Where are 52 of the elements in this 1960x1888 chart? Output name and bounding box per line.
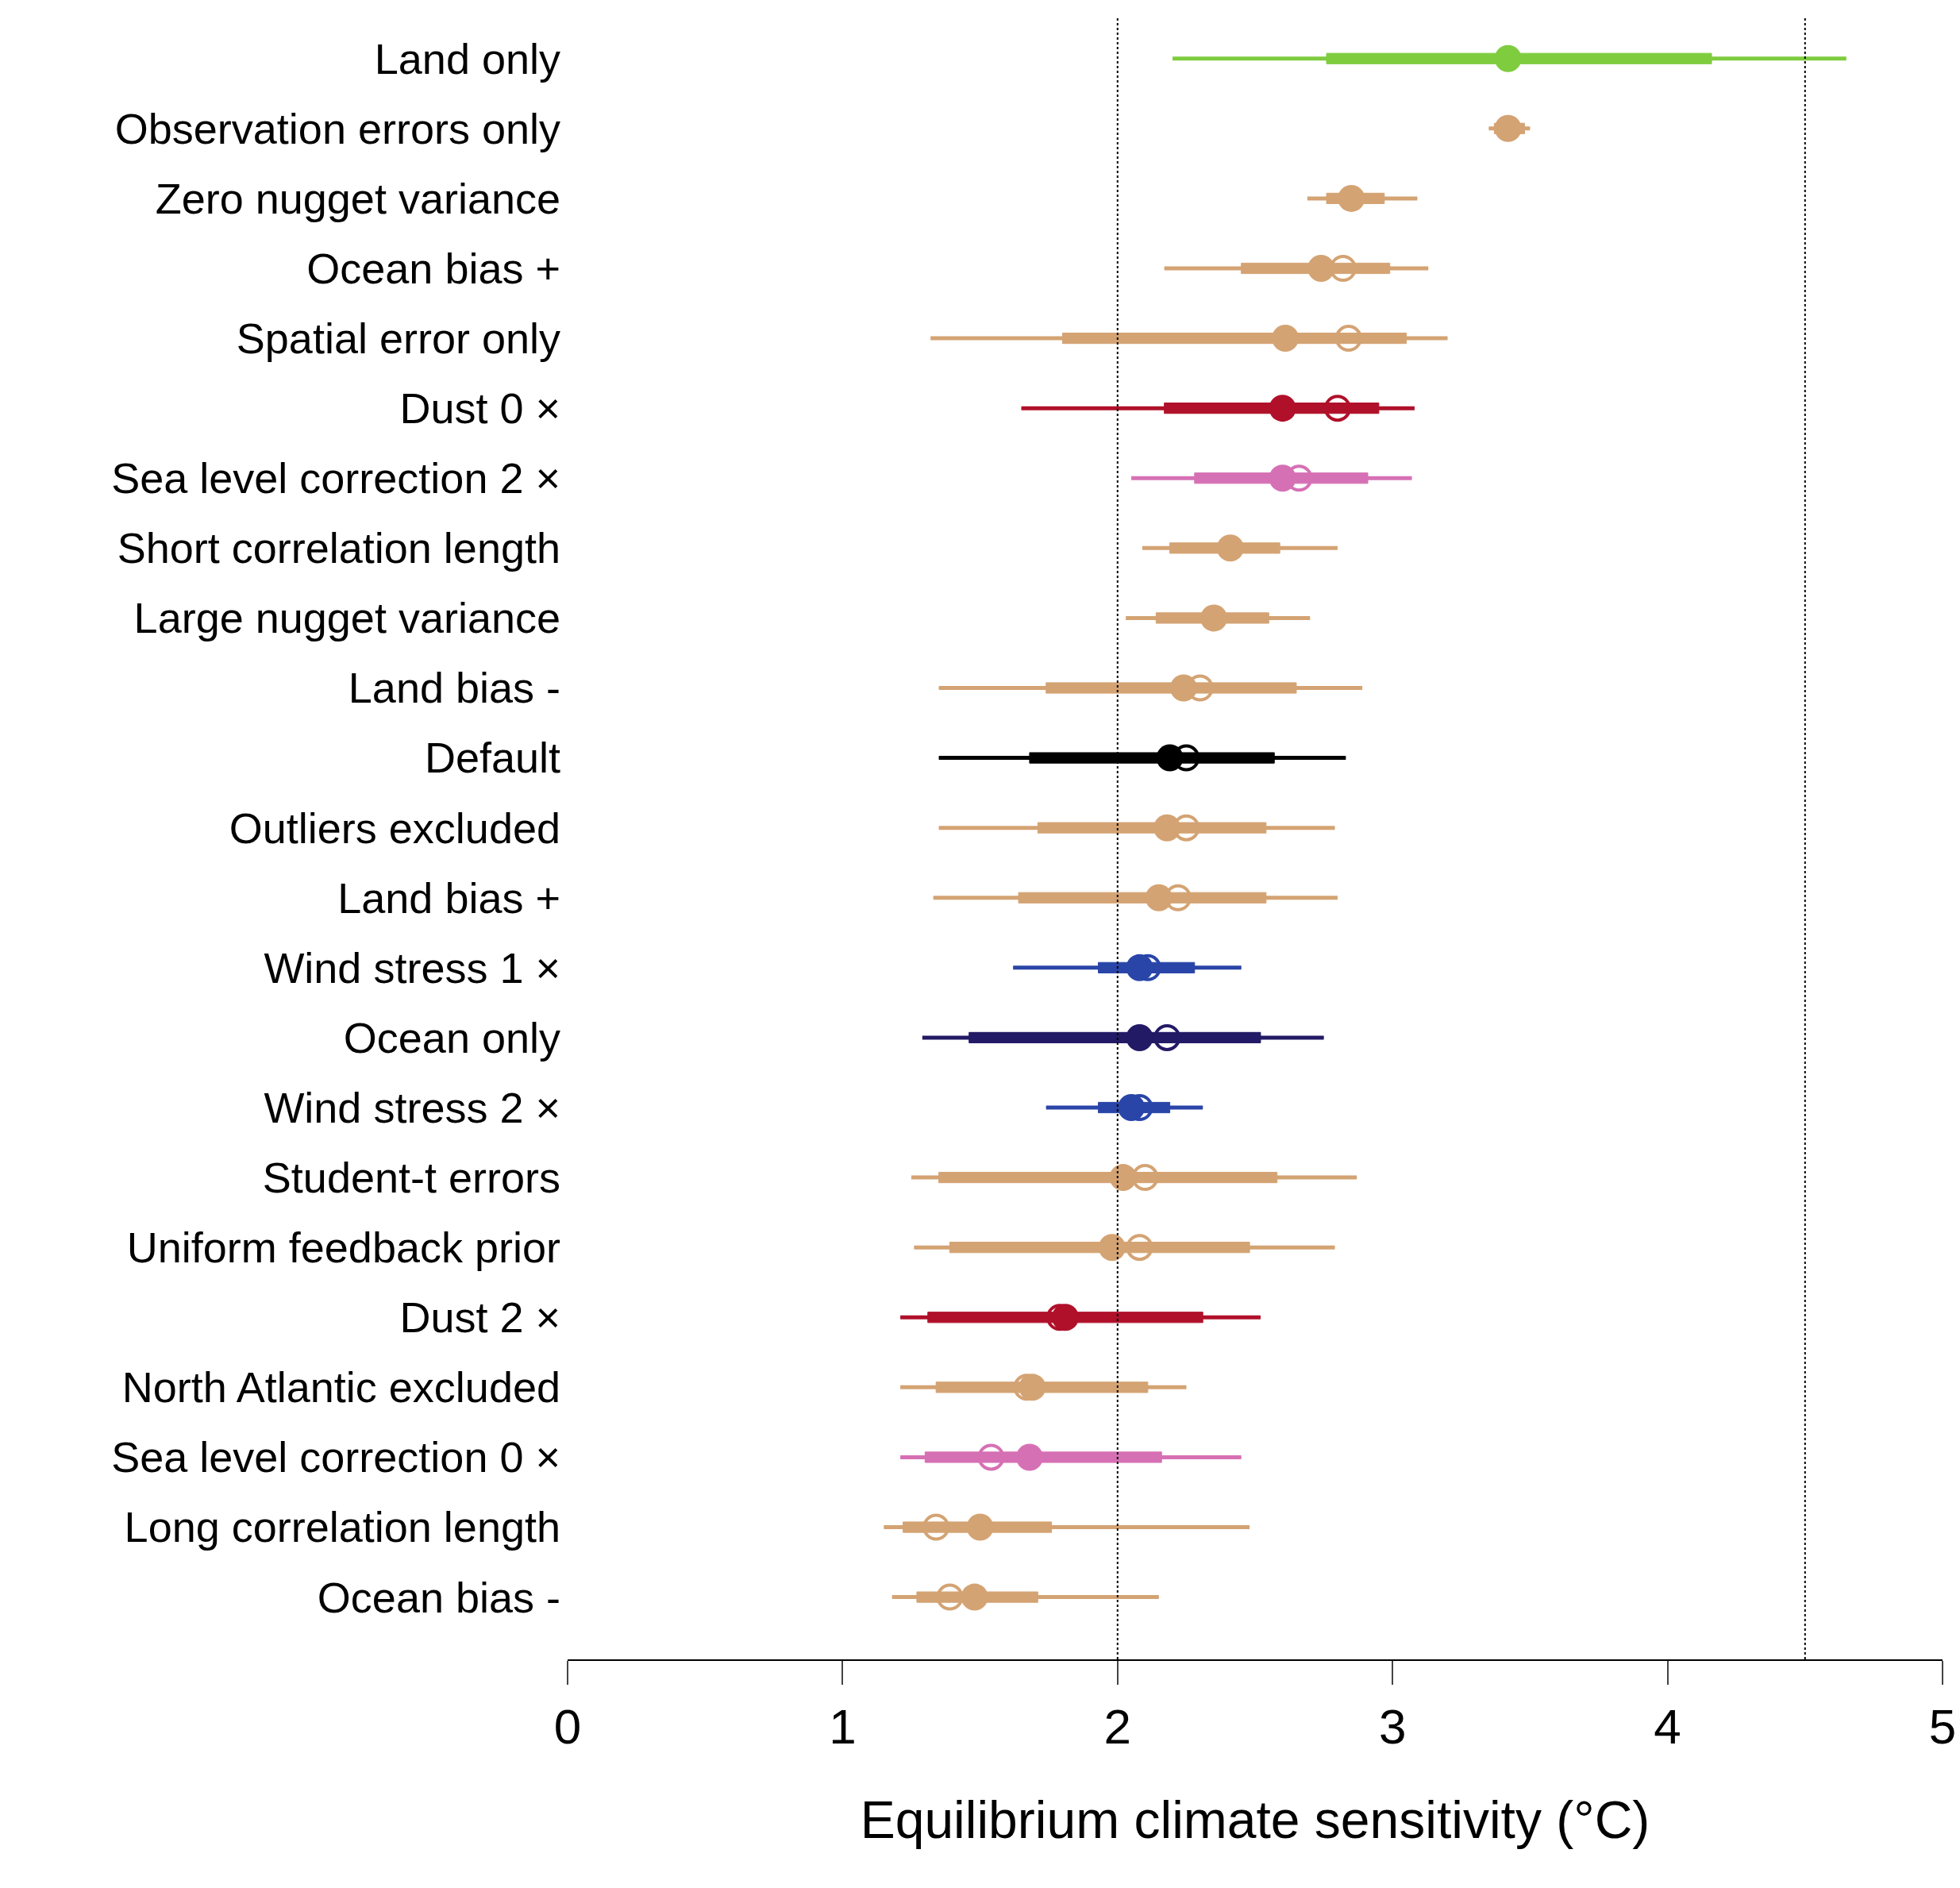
y-tick-label: North Atlantic excluded: [121, 1363, 560, 1412]
y-tick-label: Outliers excluded: [229, 803, 560, 852]
point: [1126, 1023, 1153, 1051]
point: [1216, 534, 1244, 562]
point: [1098, 1234, 1126, 1262]
point: [1200, 604, 1228, 632]
point: [1126, 954, 1153, 981]
y-tick-label: Ocean bias +: [306, 244, 560, 292]
x-tick-label: 2: [1103, 1699, 1132, 1755]
y-tick-label: Dust 2 ×: [399, 1293, 560, 1342]
point: [1019, 1374, 1046, 1401]
point: [1169, 674, 1197, 702]
point: [1269, 395, 1296, 422]
point: [1494, 114, 1522, 142]
y-tick-label: Wind stress 1 ×: [264, 943, 560, 992]
point: [966, 1513, 994, 1541]
y-tick-label: Uniform feedback prior: [126, 1223, 561, 1272]
y-tick-label: Sea level correction 2 ×: [111, 454, 560, 503]
y-tick-label: Land bias +: [337, 873, 560, 922]
y-tick-label: Sea level correction 0 ×: [111, 1433, 560, 1482]
y-tick-label: Short correlation length: [117, 524, 560, 572]
y-tick-label: Long correlation length: [124, 1503, 560, 1551]
y-tick-label: Land bias -: [348, 664, 560, 712]
y-tick-label: Large nugget variance: [133, 594, 560, 642]
point: [1052, 1304, 1079, 1331]
point: [1338, 184, 1365, 212]
y-tick-label: Spatial error only: [236, 314, 560, 362]
x-tick-label: 3: [1378, 1699, 1407, 1755]
point: [1272, 325, 1300, 353]
y-tick-label: Wind stress 2 ×: [264, 1083, 560, 1131]
point: [1145, 884, 1173, 911]
y-tick-label: Default: [424, 734, 560, 782]
point: [961, 1583, 988, 1611]
point: [1109, 1164, 1137, 1192]
x-tick-label: 0: [553, 1699, 582, 1755]
x-axis-title: Equilibrium climate sensitivity (°C): [860, 1790, 1650, 1849]
x-tick-label: 4: [1654, 1699, 1681, 1755]
point: [1156, 744, 1184, 772]
point: [1118, 1094, 1146, 1121]
y-tick-label: Land only: [374, 34, 560, 83]
y-tick-label: Ocean bias -: [317, 1573, 560, 1621]
x-tick-label: 1: [829, 1699, 857, 1755]
x-tick-label: 5: [1928, 1699, 1957, 1755]
point: [1153, 814, 1181, 842]
point: [1015, 1443, 1043, 1471]
y-tick-label: Observation errors only: [114, 104, 560, 152]
y-tick-label: Zero nugget variance: [155, 174, 560, 222]
point: [1269, 464, 1296, 492]
point: [1494, 44, 1522, 72]
y-tick-label: Dust 0 ×: [399, 384, 560, 433]
y-tick-label: Ocean only: [343, 1013, 560, 1062]
y-tick-label: Student-t errors: [262, 1153, 560, 1201]
